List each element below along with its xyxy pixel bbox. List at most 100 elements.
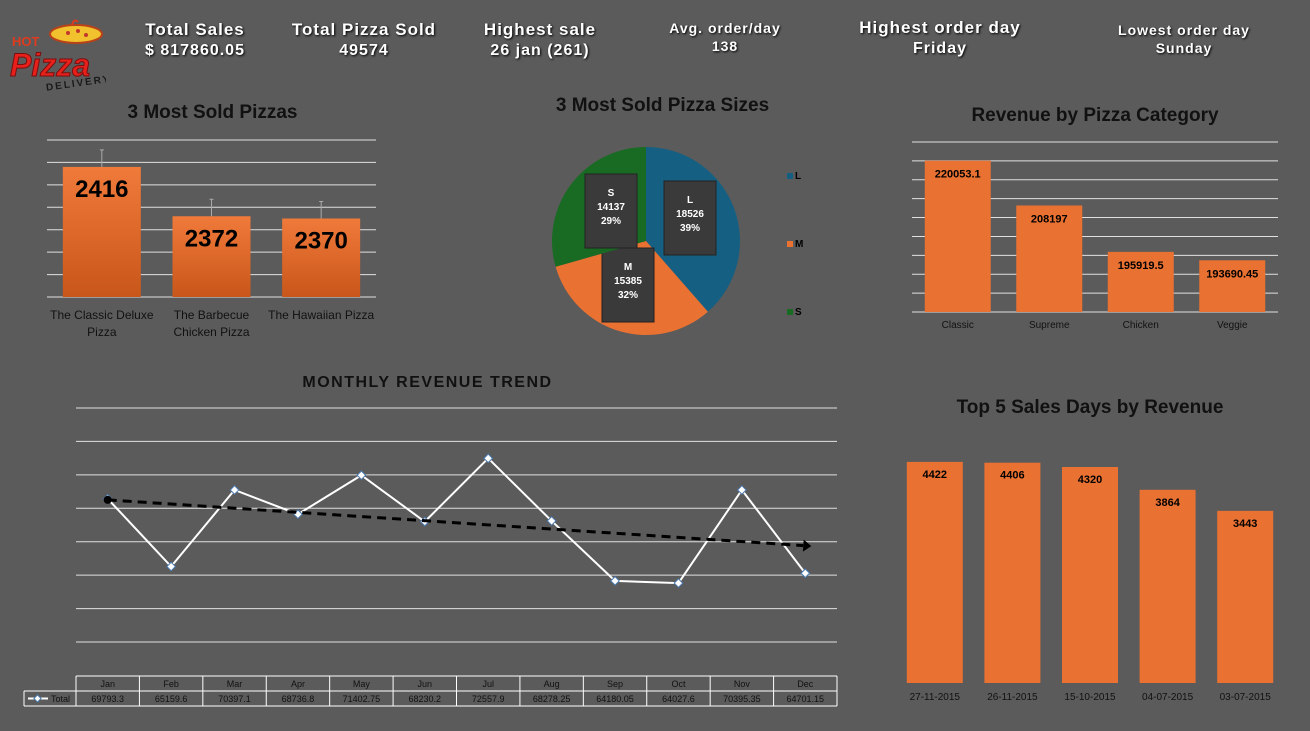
table-header: Jun xyxy=(418,679,433,689)
data-label: 4406 xyxy=(1000,470,1024,482)
legend-label: L xyxy=(795,171,801,182)
kpi-highest-order-day: Highest order day Friday xyxy=(850,18,1030,58)
tick-label: Chicken Pizza xyxy=(173,325,249,339)
kpi-total-pizza-sold: Total Pizza Sold 49574 xyxy=(285,20,443,60)
tick-label: Veggie xyxy=(1217,320,1248,331)
bar xyxy=(984,462,1041,683)
tick-label: 04-07-2015 xyxy=(1142,692,1194,703)
kpi-label: Total Sales xyxy=(145,20,245,39)
table-value: 70395.35 xyxy=(723,694,761,704)
tick-label: Pizza xyxy=(87,325,117,339)
kpi-highest-sale: Highest sale 26 jan (261) xyxy=(470,20,610,60)
bar xyxy=(924,160,991,312)
table-value: 71402.75 xyxy=(343,694,381,704)
bar xyxy=(1062,467,1118,683)
series-point xyxy=(483,453,494,464)
bar xyxy=(282,218,361,297)
most-sold-title: 3 Most Sold Pizzas xyxy=(127,102,298,123)
table-header: Jan xyxy=(100,679,115,689)
table-value: 64701.15 xyxy=(787,694,825,704)
table-header: Sep xyxy=(607,679,623,689)
data-label: 3443 xyxy=(1233,518,1257,530)
slice-label-box xyxy=(601,247,655,323)
tick-label: 27-11-2015 xyxy=(910,692,961,703)
bar xyxy=(1139,489,1196,683)
data-label: 193690.45 xyxy=(1206,268,1258,280)
tick-label: 26-11-2015 xyxy=(987,692,1038,703)
slice-label-box xyxy=(663,180,717,256)
series-point xyxy=(610,575,620,586)
monthly-title: MONTHLY REVENUE TREND xyxy=(302,374,553,391)
slice-label-pct: 29% xyxy=(601,216,621,227)
slice-label-pct: 32% xyxy=(618,290,638,301)
kpi-label: Highest sale xyxy=(483,20,597,39)
table-value: 64180.05 xyxy=(596,694,634,704)
slice-label-box xyxy=(584,173,638,249)
bar xyxy=(906,461,963,683)
sizes-pie-chart: L 18526 39% L M 15385 32% M S 14137 29% S xyxy=(552,147,803,335)
slice-label-value: 15385 xyxy=(614,276,642,287)
tick-label: Supreme xyxy=(1029,320,1070,331)
data-label: 2372 xyxy=(185,225,238,252)
bar xyxy=(1107,251,1174,312)
trendline-start xyxy=(103,495,112,504)
kpi-value: 138 xyxy=(711,38,739,54)
kpi-label: Avg. order/day xyxy=(669,20,781,36)
table-header: Oct xyxy=(671,679,686,689)
table-series-name: Total xyxy=(51,694,70,704)
kpi-value: 49574 xyxy=(339,42,389,59)
tick-label: Classic xyxy=(942,320,974,331)
kpi-label: Total Pizza Sold xyxy=(291,20,437,39)
kpi-value: 26 jan (261) xyxy=(490,42,590,59)
series-point xyxy=(356,470,367,481)
slice-label-name: L xyxy=(687,195,693,206)
table-value: 68230.2 xyxy=(409,694,442,704)
legend-swatch xyxy=(787,173,793,179)
legend-swatch xyxy=(787,241,793,247)
slice-label-value: 18526 xyxy=(676,209,704,220)
monthly-trend-chart: Jan 69793.3 Feb 65159.6 Mar 70397.1 Apr 68736.8… xyxy=(23,407,838,707)
trendline xyxy=(107,498,804,548)
kpi-value: $ 817860.05 xyxy=(145,42,245,59)
category-chart: 220053.1 Classic 208197 Supreme 195919.5 Chic… xyxy=(912,141,1278,331)
tick-label: 03-07-2015 xyxy=(1220,692,1272,703)
kpi-avg-order-day: Avg. order/day 138 xyxy=(660,20,790,54)
table-value: 65159.6 xyxy=(155,694,188,704)
legend-label: M xyxy=(795,239,803,250)
tick-label: The Hawaiian Pizza xyxy=(268,308,374,322)
bar xyxy=(172,216,251,297)
table-value: 70397.1 xyxy=(218,694,251,704)
data-label: 2370 xyxy=(294,228,347,255)
series-point xyxy=(800,568,811,579)
table-header: Aug xyxy=(544,679,560,689)
slice-label-value: 14137 xyxy=(597,202,625,213)
logo-main-text: Pizza xyxy=(10,47,90,83)
table-value: 64027.6 xyxy=(662,694,695,704)
series-point xyxy=(673,578,684,589)
table-legend-marker xyxy=(33,694,42,703)
table-value: 68278.25 xyxy=(533,694,571,704)
trendline-arrow xyxy=(802,539,812,552)
tick-label: Chicken xyxy=(1123,320,1159,331)
table-header: Apr xyxy=(291,679,305,689)
data-label: 3864 xyxy=(1155,497,1180,509)
kpi-total-sales: Total Sales $ 817860.05 xyxy=(130,20,260,60)
kpi-value: Friday xyxy=(912,40,967,57)
most-sold-chart: 2416 The Classic Deluxe Pizza 2372 The Barbe… xyxy=(47,139,376,339)
table-header: Nov xyxy=(734,679,751,689)
table-value: 72557.9 xyxy=(472,694,505,704)
category-title: Revenue by Pizza Category xyxy=(971,105,1219,126)
slice-label-pct: 39% xyxy=(680,223,700,234)
series-line xyxy=(106,456,807,585)
bar xyxy=(1199,260,1266,312)
bar xyxy=(62,166,141,297)
kpi-lowest-order-day: Lowest order day Sunday xyxy=(1105,22,1263,56)
top-days-title: Top 5 Sales Days by Revenue xyxy=(956,397,1224,418)
tick-label: The Classic Deluxe xyxy=(50,308,154,322)
data-label: 4422 xyxy=(923,469,947,481)
slice-label-name: M xyxy=(624,262,632,273)
sizes-title: 3 Most Sold Pizza Sizes xyxy=(555,95,770,116)
hot-pizza-logo: HOT Pizza DELIVERY xyxy=(6,16,112,94)
data-label: 208197 xyxy=(1031,213,1068,225)
bar xyxy=(1217,510,1274,683)
